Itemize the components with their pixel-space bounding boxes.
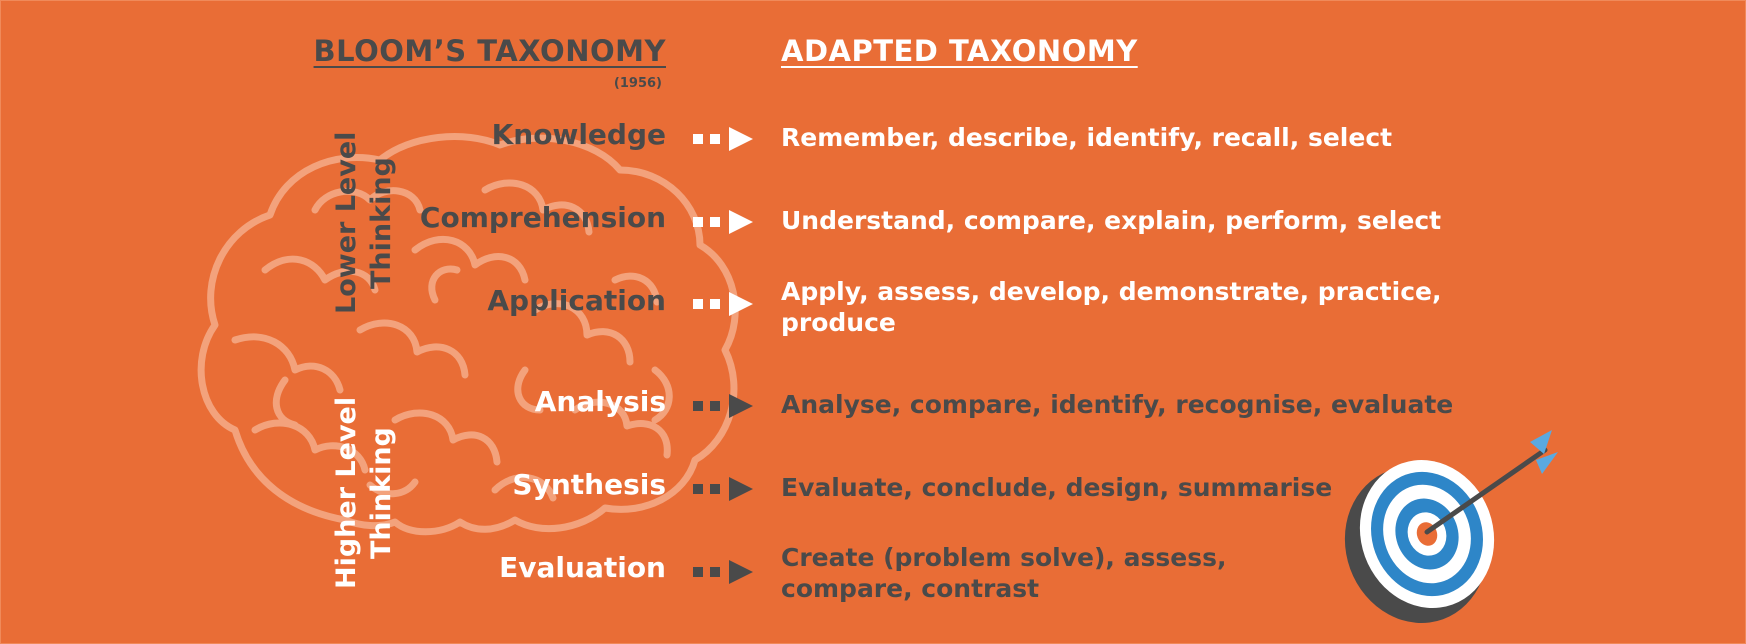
- level-synthesis: Synthesis: [512, 468, 666, 501]
- target-with-arrow-icon: [1344, 430, 1558, 624]
- lower-level-thinking-label: Lower Level Thinking: [331, 131, 397, 315]
- arrow-right-icon: [693, 127, 753, 151]
- row-evaluation-verbs: Create (problem solve), assess, compare,…: [781, 542, 1226, 604]
- verbs-line: Understand, compare, explain, perform, s…: [781, 206, 1442, 235]
- adapted-taxonomy-heading: ADAPTED TAXONOMY: [781, 34, 1138, 68]
- row-application-verbs: Apply, assess, develop, demonstrate, pra…: [781, 276, 1441, 338]
- arrow-right-icon: [693, 560, 753, 584]
- level-evaluation: Evaluation: [499, 551, 666, 584]
- verbs-line: compare, contrast: [781, 574, 1040, 603]
- level-application: Application: [487, 284, 666, 317]
- verbs-line: Create (problem solve), assess,: [781, 543, 1227, 572]
- level-knowledge: Knowledge: [491, 118, 666, 151]
- row-synthesis-verbs: Evaluate, conclude, design, summarise: [781, 472, 1332, 503]
- verbs-line: Evaluate, conclude, design, summarise: [781, 473, 1333, 502]
- blooms-taxonomy-heading: BLOOM’S TAXONOMY: [313, 34, 666, 68]
- higher-level-thinking-label: Higher Level Thinking: [331, 396, 397, 590]
- blooms-taxonomy-year: (1956): [613, 76, 662, 91]
- verbs-line: Remember, describe, identify, recall, se…: [781, 123, 1393, 152]
- arrow-right-icon: [693, 477, 753, 501]
- arrow-right-icon: [693, 210, 753, 234]
- row-knowledge-verbs: Remember, describe, identify, recall, se…: [781, 122, 1392, 153]
- verbs-line: Apply, assess, develop, demonstrate, pra…: [781, 277, 1442, 306]
- row-comprehension-verbs: Understand, compare, explain, perform, s…: [781, 205, 1441, 236]
- row-analysis-verbs: Analyse, compare, identify, recognise, e…: [781, 389, 1453, 420]
- arrow-right-icon: [693, 292, 753, 316]
- level-analysis: Analysis: [534, 385, 666, 418]
- level-comprehension: Comprehension: [419, 201, 666, 234]
- verbs-line: produce: [781, 308, 896, 337]
- brain-illustration: [197, 133, 739, 536]
- verbs-line: Analyse, compare, identify, recognise, e…: [781, 390, 1454, 419]
- arrow-right-icon: [693, 394, 753, 418]
